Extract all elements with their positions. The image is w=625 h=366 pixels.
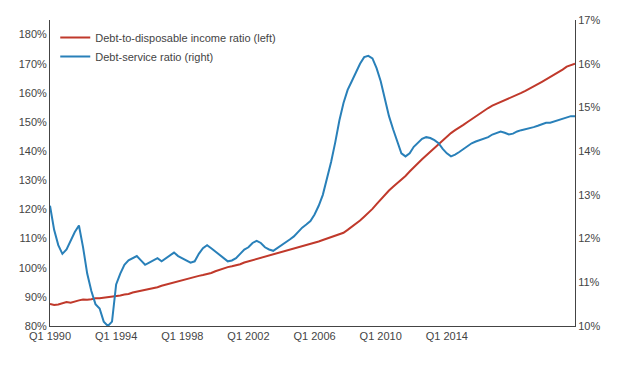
svg-text:150%: 150% [19,116,47,128]
svg-text:100%: 100% [19,262,47,274]
svg-text:110%: 110% [19,232,47,244]
svg-text:Debt-service ratio (right): Debt-service ratio (right) [95,51,213,63]
svg-text:90%: 90% [25,291,47,303]
svg-text:170%: 170% [19,58,47,70]
svg-text:13%: 13% [578,189,600,201]
svg-text:Q1 2010: Q1 2010 [360,330,402,342]
svg-text:15%: 15% [578,101,600,113]
svg-text:Q1 2006: Q1 2006 [293,330,335,342]
svg-text:Q1 2002: Q1 2002 [227,330,269,342]
svg-text:80%: 80% [25,320,47,332]
svg-text:Debt-to-disposable income rati: Debt-to-disposable income ratio (left) [95,32,275,44]
svg-text:Q1 1998: Q1 1998 [161,330,203,342]
svg-text:180%: 180% [19,28,47,40]
svg-text:160%: 160% [19,87,47,99]
svg-text:Q1 1990: Q1 1990 [29,330,71,342]
svg-text:14%: 14% [578,145,600,157]
svg-text:Q1 2014: Q1 2014 [426,330,468,342]
svg-text:17%: 17% [578,14,600,26]
svg-text:140%: 140% [19,145,47,157]
svg-text:11%: 11% [578,276,599,288]
svg-text:Q1 1994: Q1 1994 [95,330,137,342]
svg-text:130%: 130% [19,174,47,186]
svg-text:120%: 120% [19,203,47,215]
svg-text:12%: 12% [578,232,600,244]
svg-text:16%: 16% [578,58,600,70]
svg-text:10%: 10% [578,320,600,332]
